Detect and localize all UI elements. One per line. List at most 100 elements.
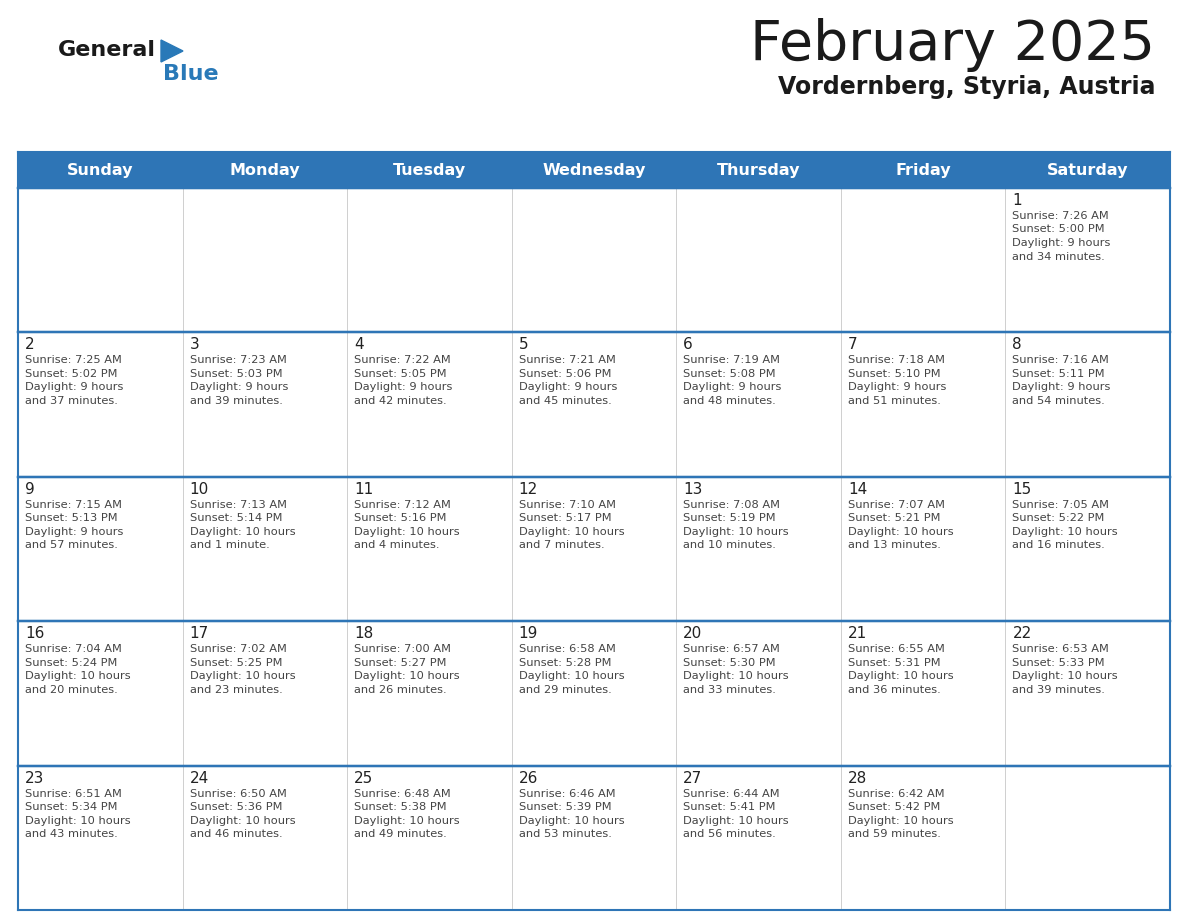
Text: and 13 minutes.: and 13 minutes. [848,541,941,550]
Bar [183,476,347,621]
Text: and 37 minutes.: and 37 minutes. [25,396,118,406]
Text: and 45 minutes.: and 45 minutes. [519,396,612,406]
Text: Daylight: 10 hours: Daylight: 10 hours [683,671,789,681]
Text: 5: 5 [519,338,529,353]
Bar [676,188,841,332]
Text: Sunrise: 7:13 AM: Sunrise: 7:13 AM [190,499,286,509]
Text: Sunset: 5:36 PM: Sunset: 5:36 PM [190,802,282,812]
Text: and 4 minutes.: and 4 minutes. [354,541,440,550]
Text: and 39 minutes.: and 39 minutes. [1012,685,1105,695]
Text: Sunrise: 6:58 AM: Sunrise: 6:58 AM [519,644,615,655]
Text: Sunset: 5:02 PM: Sunset: 5:02 PM [25,369,118,379]
Text: Sunset: 5:08 PM: Sunset: 5:08 PM [683,369,776,379]
Text: Sunrise: 7:04 AM: Sunrise: 7:04 AM [25,644,122,655]
Text: Sunrise: 7:25 AM: Sunrise: 7:25 AM [25,355,122,365]
Text: Sunset: 5:24 PM: Sunset: 5:24 PM [25,657,118,667]
Text: Sunrise: 6:51 AM: Sunrise: 6:51 AM [25,789,122,799]
Bar [347,188,512,332]
Bar [841,188,1005,332]
Text: Sunrise: 7:15 AM: Sunrise: 7:15 AM [25,499,122,509]
Text: Daylight: 9 hours: Daylight: 9 hours [354,383,453,392]
Bar [841,766,1005,910]
Text: and 20 minutes.: and 20 minutes. [25,685,118,695]
Text: 24: 24 [190,770,209,786]
Text: Sunrise: 7:26 AM: Sunrise: 7:26 AM [1012,211,1110,221]
Text: Daylight: 10 hours: Daylight: 10 hours [848,527,954,537]
Text: Sunset: 5:03 PM: Sunset: 5:03 PM [190,369,283,379]
Text: Sunrise: 6:42 AM: Sunrise: 6:42 AM [848,789,944,799]
Text: and 57 minutes.: and 57 minutes. [25,541,118,550]
Text: and 10 minutes.: and 10 minutes. [683,541,776,550]
Text: Blue: Blue [163,64,219,84]
Text: Vordernberg, Styria, Austria: Vordernberg, Styria, Austria [777,75,1155,99]
Bar [347,476,512,621]
Bar [1005,621,1170,766]
Text: and 16 minutes.: and 16 minutes. [1012,541,1105,550]
Bar [1005,476,1170,621]
Text: 25: 25 [354,770,373,786]
Text: Sunset: 5:22 PM: Sunset: 5:22 PM [1012,513,1105,523]
Text: Sunrise: 7:02 AM: Sunrise: 7:02 AM [190,644,286,655]
Bar [512,621,676,766]
Text: and 29 minutes.: and 29 minutes. [519,685,612,695]
Text: Sunrise: 7:18 AM: Sunrise: 7:18 AM [848,355,944,365]
Text: 10: 10 [190,482,209,497]
Bar [18,621,183,766]
Text: Daylight: 9 hours: Daylight: 9 hours [1012,238,1111,248]
Bar [18,476,183,621]
Text: Sunset: 5:25 PM: Sunset: 5:25 PM [190,657,282,667]
Bar [183,188,347,332]
Text: Sunset: 5:13 PM: Sunset: 5:13 PM [25,513,118,523]
Text: Sunset: 5:17 PM: Sunset: 5:17 PM [519,513,612,523]
Text: Daylight: 10 hours: Daylight: 10 hours [25,671,131,681]
Text: Sunset: 5:05 PM: Sunset: 5:05 PM [354,369,447,379]
Text: 20: 20 [683,626,702,641]
Text: 9: 9 [25,482,34,497]
Bar [841,332,1005,476]
Bar [676,332,841,476]
Text: Sunrise: 6:57 AM: Sunrise: 6:57 AM [683,644,781,655]
Text: Sunset: 5:41 PM: Sunset: 5:41 PM [683,802,776,812]
Text: 1: 1 [1012,193,1022,208]
Text: and 59 minutes.: and 59 minutes. [848,829,941,839]
Text: Sunrise: 7:21 AM: Sunrise: 7:21 AM [519,355,615,365]
Text: Sunset: 5:31 PM: Sunset: 5:31 PM [848,657,941,667]
Bar [676,476,841,621]
Text: 8: 8 [1012,338,1022,353]
Bar [1005,332,1170,476]
Text: Sunset: 5:38 PM: Sunset: 5:38 PM [354,802,447,812]
Text: and 42 minutes.: and 42 minutes. [354,396,447,406]
Text: Wednesday: Wednesday [542,162,646,177]
Text: 22: 22 [1012,626,1031,641]
Text: 3: 3 [190,338,200,353]
Text: Daylight: 10 hours: Daylight: 10 hours [25,815,131,825]
Text: 23: 23 [25,770,44,786]
Bar [676,621,841,766]
Text: 28: 28 [848,770,867,786]
Text: and 26 minutes.: and 26 minutes. [354,685,447,695]
Text: Sunset: 5:16 PM: Sunset: 5:16 PM [354,513,447,523]
Polygon shape [162,40,183,62]
Text: and 53 minutes.: and 53 minutes. [519,829,612,839]
Text: Sunrise: 6:55 AM: Sunrise: 6:55 AM [848,644,944,655]
Text: 16: 16 [25,626,44,641]
Text: Sunset: 5:10 PM: Sunset: 5:10 PM [848,369,941,379]
Text: and 49 minutes.: and 49 minutes. [354,829,447,839]
Bar [1005,188,1170,332]
Bar [18,152,1170,188]
Text: Sunrise: 6:48 AM: Sunrise: 6:48 AM [354,789,451,799]
Text: and 39 minutes.: and 39 minutes. [190,396,283,406]
Text: Sunset: 5:19 PM: Sunset: 5:19 PM [683,513,776,523]
Text: Monday: Monday [229,162,301,177]
Text: Daylight: 9 hours: Daylight: 9 hours [519,383,617,392]
Bar [841,476,1005,621]
Bar [18,188,183,332]
Text: 18: 18 [354,626,373,641]
Text: February 2025: February 2025 [750,18,1155,72]
Text: 27: 27 [683,770,702,786]
Bar [676,766,841,910]
Text: Saturday: Saturday [1047,162,1129,177]
Bar [512,188,676,332]
Bar [347,621,512,766]
Text: and 23 minutes.: and 23 minutes. [190,685,283,695]
